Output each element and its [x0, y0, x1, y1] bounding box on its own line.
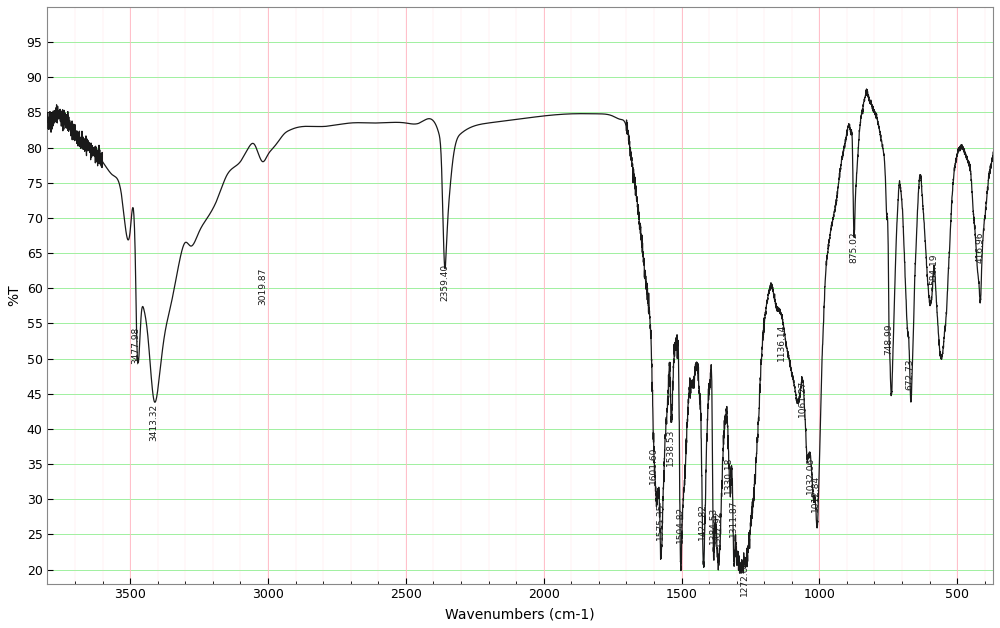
Text: 1032.06: 1032.06	[806, 457, 815, 494]
Text: 3477.98: 3477.98	[132, 327, 141, 364]
Text: 584.19: 584.19	[930, 253, 939, 284]
Text: 1504.82: 1504.82	[676, 506, 685, 543]
Text: 3019.87: 3019.87	[258, 267, 267, 305]
Text: 875.02: 875.02	[849, 232, 858, 264]
Text: 1061.27: 1061.27	[798, 380, 807, 417]
Y-axis label: %T: %T	[7, 284, 21, 306]
Text: 1311.87: 1311.87	[729, 499, 738, 536]
Text: 2359.40: 2359.40	[440, 264, 449, 301]
Text: 3413.32: 3413.32	[149, 404, 158, 441]
Text: 672.73: 672.73	[905, 359, 914, 390]
X-axis label: Wavenumbers (cm-1): Wavenumbers (cm-1)	[445, 607, 595, 621]
Text: 416.96: 416.96	[976, 232, 985, 264]
Text: 1136.14: 1136.14	[777, 323, 786, 360]
Text: 1422.82: 1422.82	[698, 503, 707, 539]
Text: 1575.35: 1575.35	[656, 503, 665, 540]
Text: 1272.68: 1272.68	[740, 559, 749, 596]
Text: 1384.53: 1384.53	[709, 506, 718, 543]
Text: 1330.18: 1330.18	[724, 457, 733, 494]
Text: 1601.60: 1601.60	[649, 447, 658, 484]
Text: 748.99: 748.99	[884, 323, 893, 355]
Text: 1012.84: 1012.84	[811, 475, 820, 512]
Text: 1538.53: 1538.53	[666, 429, 675, 467]
Text: 1367.92: 1367.92	[713, 510, 722, 547]
